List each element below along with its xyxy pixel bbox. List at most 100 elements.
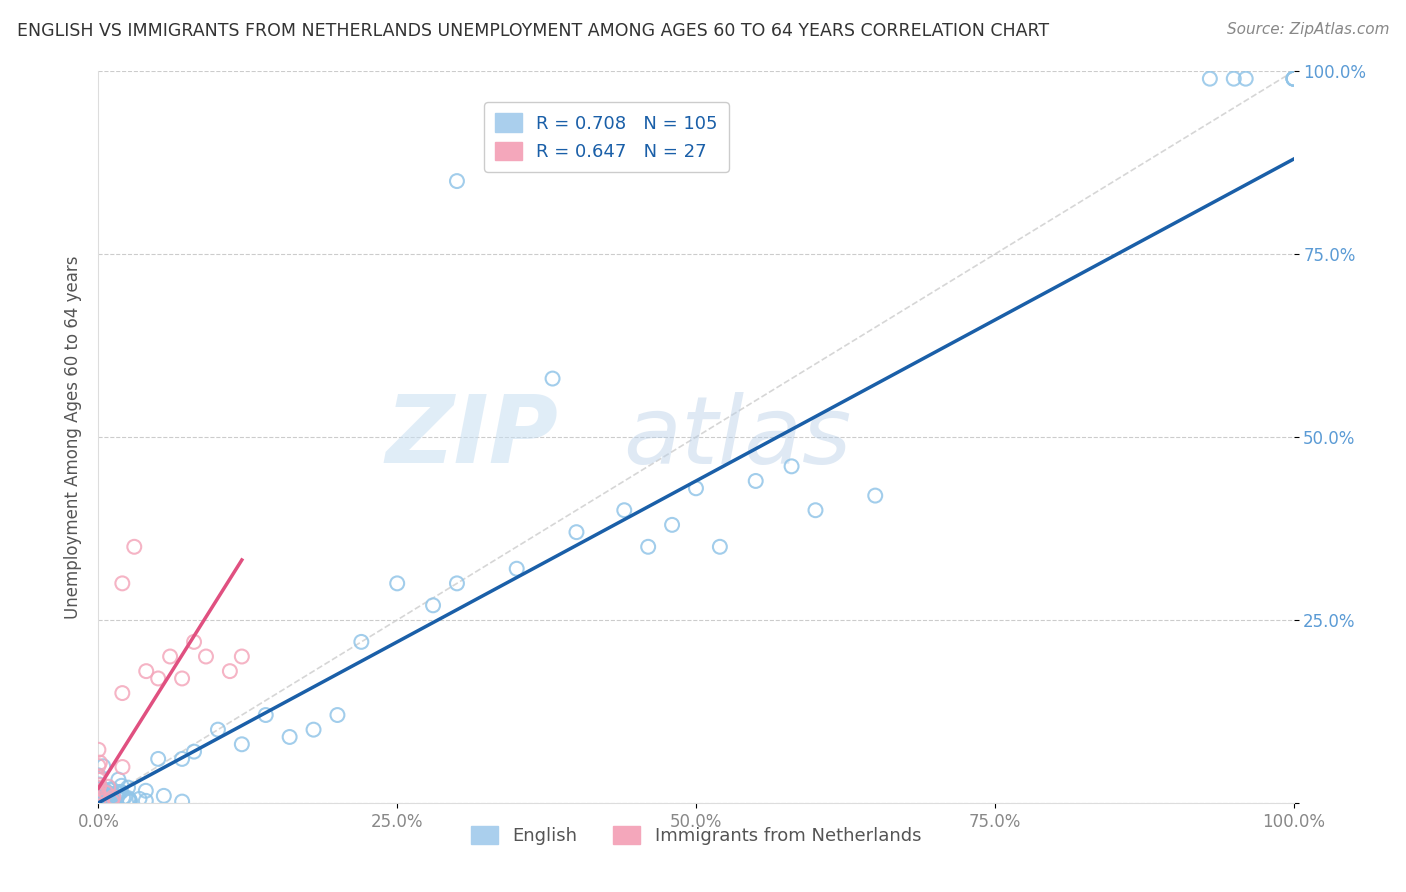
Y-axis label: Unemployment Among Ages 60 to 64 years: Unemployment Among Ages 60 to 64 years [63, 255, 82, 619]
Point [446, 174, 468, 188]
Point [350, 635, 373, 649]
Point [207, 723, 229, 737]
Point [103, 795, 125, 809]
Point [661, 517, 683, 532]
Point [93, 795, 115, 809]
Point [613, 503, 636, 517]
Point [100, 783, 122, 797]
Point [89, 756, 111, 770]
Point [709, 540, 731, 554]
Point [446, 576, 468, 591]
Text: ENGLISH VS IMMIGRANTS FROM NETHERLANDS UNEMPLOYMENT AMONG AGES 60 TO 64 YEARS CO: ENGLISH VS IMMIGRANTS FROM NETHERLANDS U… [17, 22, 1049, 40]
Point [541, 371, 564, 385]
Point [506, 562, 529, 576]
Point [117, 780, 139, 795]
Point [159, 649, 181, 664]
Point [565, 525, 588, 540]
Point [89, 794, 111, 808]
Point [101, 795, 124, 809]
Point [326, 708, 349, 723]
Point [89, 788, 111, 802]
Point [172, 795, 194, 809]
Point [111, 576, 134, 591]
Point [87, 788, 110, 802]
Point [89, 792, 111, 806]
Point [110, 785, 132, 799]
Point [87, 743, 110, 757]
Point [87, 785, 110, 799]
Point [93, 789, 115, 803]
Point [110, 779, 132, 793]
Point [89, 777, 111, 791]
Point [96, 787, 118, 801]
Point [183, 745, 205, 759]
Point [91, 790, 114, 805]
Point [780, 459, 803, 474]
Point [87, 781, 110, 796]
Point [87, 793, 110, 807]
Point [87, 794, 110, 808]
Point [111, 686, 134, 700]
Point [1282, 71, 1305, 86]
Point [114, 790, 136, 805]
Point [97, 786, 120, 800]
Point [89, 783, 111, 797]
Point [87, 795, 110, 809]
Point [1223, 71, 1246, 86]
Point [172, 752, 194, 766]
Point [89, 791, 111, 805]
Point [91, 787, 114, 801]
Point [87, 786, 110, 800]
Point [89, 778, 111, 792]
Point [101, 792, 124, 806]
Point [87, 787, 110, 801]
Point [148, 752, 170, 766]
Point [685, 481, 707, 495]
Point [87, 793, 110, 807]
Point [1282, 71, 1305, 86]
Point [87, 791, 110, 805]
Point [112, 790, 135, 805]
Point [98, 795, 121, 809]
Point [94, 783, 117, 797]
Text: Source: ZipAtlas.com: Source: ZipAtlas.com [1226, 22, 1389, 37]
Point [100, 791, 122, 805]
Point [91, 784, 114, 798]
Point [195, 649, 218, 664]
Point [637, 540, 659, 554]
Point [135, 664, 157, 678]
Point [100, 796, 122, 810]
Point [107, 772, 129, 787]
Point [804, 503, 827, 517]
Point [93, 794, 115, 808]
Point [96, 788, 118, 802]
Text: atlas: atlas [623, 392, 852, 483]
Point [110, 785, 132, 799]
Point [1282, 71, 1305, 86]
Point [278, 730, 301, 744]
Point [148, 672, 170, 686]
Point [745, 474, 768, 488]
Point [87, 759, 110, 773]
Point [135, 784, 157, 798]
Point [107, 786, 129, 800]
Point [87, 768, 110, 782]
Point [100, 793, 122, 807]
Point [87, 780, 110, 795]
Point [91, 794, 114, 808]
Point [94, 786, 117, 800]
Point [98, 790, 121, 805]
Point [111, 760, 134, 774]
Point [1282, 71, 1305, 86]
Point [87, 792, 110, 806]
Point [87, 791, 110, 805]
Point [231, 737, 253, 751]
Point [231, 649, 253, 664]
Point [87, 789, 110, 803]
Point [87, 796, 110, 810]
Point [87, 795, 110, 809]
Point [87, 787, 110, 801]
Point [101, 794, 124, 808]
Point [103, 790, 125, 805]
Point [254, 708, 277, 723]
